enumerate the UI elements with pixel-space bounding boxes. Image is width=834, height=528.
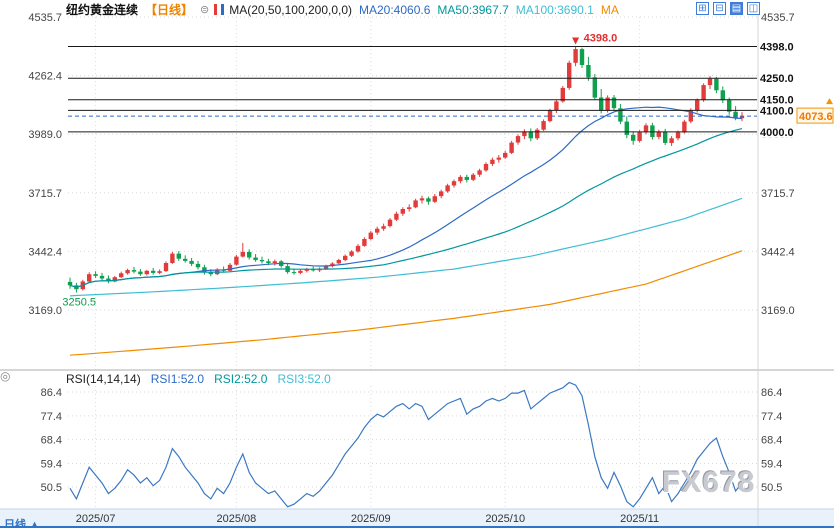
svg-text:50.5: 50.5 xyxy=(761,482,782,494)
svg-text:77.4: 77.4 xyxy=(761,411,782,423)
layout-rows-icon[interactable]: ▤ xyxy=(730,2,743,15)
svg-text:3442.4: 3442.4 xyxy=(761,246,795,258)
period-tab-daily[interactable]: 日线 ▲ xyxy=(4,516,40,528)
svg-text:59.4: 59.4 xyxy=(41,458,62,470)
svg-text:3715.7: 3715.7 xyxy=(28,188,62,200)
svg-text:2025/10: 2025/10 xyxy=(485,513,525,525)
ma20-value: MA20:4060.6 xyxy=(359,2,431,17)
ma100-value: MA100:3690.1 xyxy=(515,2,594,17)
svg-text:50.5: 50.5 xyxy=(41,482,62,494)
svg-text:77.4: 77.4 xyxy=(41,411,62,423)
rsi1-value: RSI1:52.0 xyxy=(150,372,205,386)
svg-text:86.4: 86.4 xyxy=(761,387,782,399)
svg-text:4100.0: 4100.0 xyxy=(760,105,794,117)
symbol-title: 纽约黄金连续 xyxy=(66,3,139,17)
rsi-indicator-title: RSI(14,14,14) xyxy=(66,372,141,386)
layout-toolbar: ⊞ ⊟ ▤ ◫ xyxy=(696,2,760,15)
layout-columns-icon[interactable]: ◫ xyxy=(747,2,760,15)
rsi2-value: RSI2:52.0 xyxy=(214,372,268,386)
svg-text:86.4: 86.4 xyxy=(41,387,62,399)
svg-text:3250.5: 3250.5 xyxy=(62,297,96,309)
svg-text:4073.6: 4073.6 xyxy=(799,111,833,123)
rsi-header: RSI(14,14,14) RSI1:52.0 RSI2:52.0 RSI3:5… xyxy=(66,372,331,386)
price-chart[interactable]: 4535.74535.74262.44262.43989.03989.03715… xyxy=(0,12,834,528)
svg-text:4000.0: 4000.0 xyxy=(760,127,794,139)
svg-text:3442.4: 3442.4 xyxy=(28,246,62,258)
period-tab-label: 日线 xyxy=(4,519,26,528)
watermark: FX678 xyxy=(662,466,756,499)
layout-grid-icon[interactable]: ⊞ xyxy=(696,2,709,15)
svg-text:2025/11: 2025/11 xyxy=(620,513,659,525)
svg-text:3715.7: 3715.7 xyxy=(761,188,795,200)
layout-split-icon[interactable]: ⊟ xyxy=(713,2,726,15)
svg-text:4535.7: 4535.7 xyxy=(28,12,62,24)
svg-text:59.4: 59.4 xyxy=(761,458,782,470)
svg-text:2025/07: 2025/07 xyxy=(76,513,116,525)
ma-indicator-title: MA(20,50,100,200,0,0) xyxy=(229,2,352,17)
svg-text:3169.0: 3169.0 xyxy=(761,305,795,317)
svg-text:4262.4: 4262.4 xyxy=(28,71,62,83)
chart-header: 纽约黄金连续 【日线】 ⊜ MA(20,50,100,200,0,0) MA20… xyxy=(66,1,619,18)
ma200-value: MA xyxy=(600,2,619,17)
crosshair-icon[interactable]: ◎ xyxy=(0,369,11,383)
svg-text:4398.0: 4398.0 xyxy=(760,42,794,54)
svg-text:3169.0: 3169.0 xyxy=(28,305,62,317)
svg-text:4250.0: 4250.0 xyxy=(760,73,794,85)
ma50-value: MA50:3967.7 xyxy=(437,2,509,17)
svg-text:68.4: 68.4 xyxy=(41,435,62,447)
candlestick-icon xyxy=(214,4,225,15)
settings-icon[interactable]: ⊜ xyxy=(200,4,210,16)
svg-text:2025/08: 2025/08 xyxy=(217,513,257,525)
svg-text:4398.0: 4398.0 xyxy=(584,33,618,45)
collapse-arrow-icon: ▲ xyxy=(29,519,40,528)
period-label: 【日线】 xyxy=(145,3,194,17)
svg-text:3989.0: 3989.0 xyxy=(28,129,62,141)
svg-text:4535.7: 4535.7 xyxy=(761,12,795,24)
svg-text:68.4: 68.4 xyxy=(761,435,782,447)
rsi3-value: RSI3:52.0 xyxy=(277,372,331,386)
svg-text:2025/09: 2025/09 xyxy=(351,513,391,525)
